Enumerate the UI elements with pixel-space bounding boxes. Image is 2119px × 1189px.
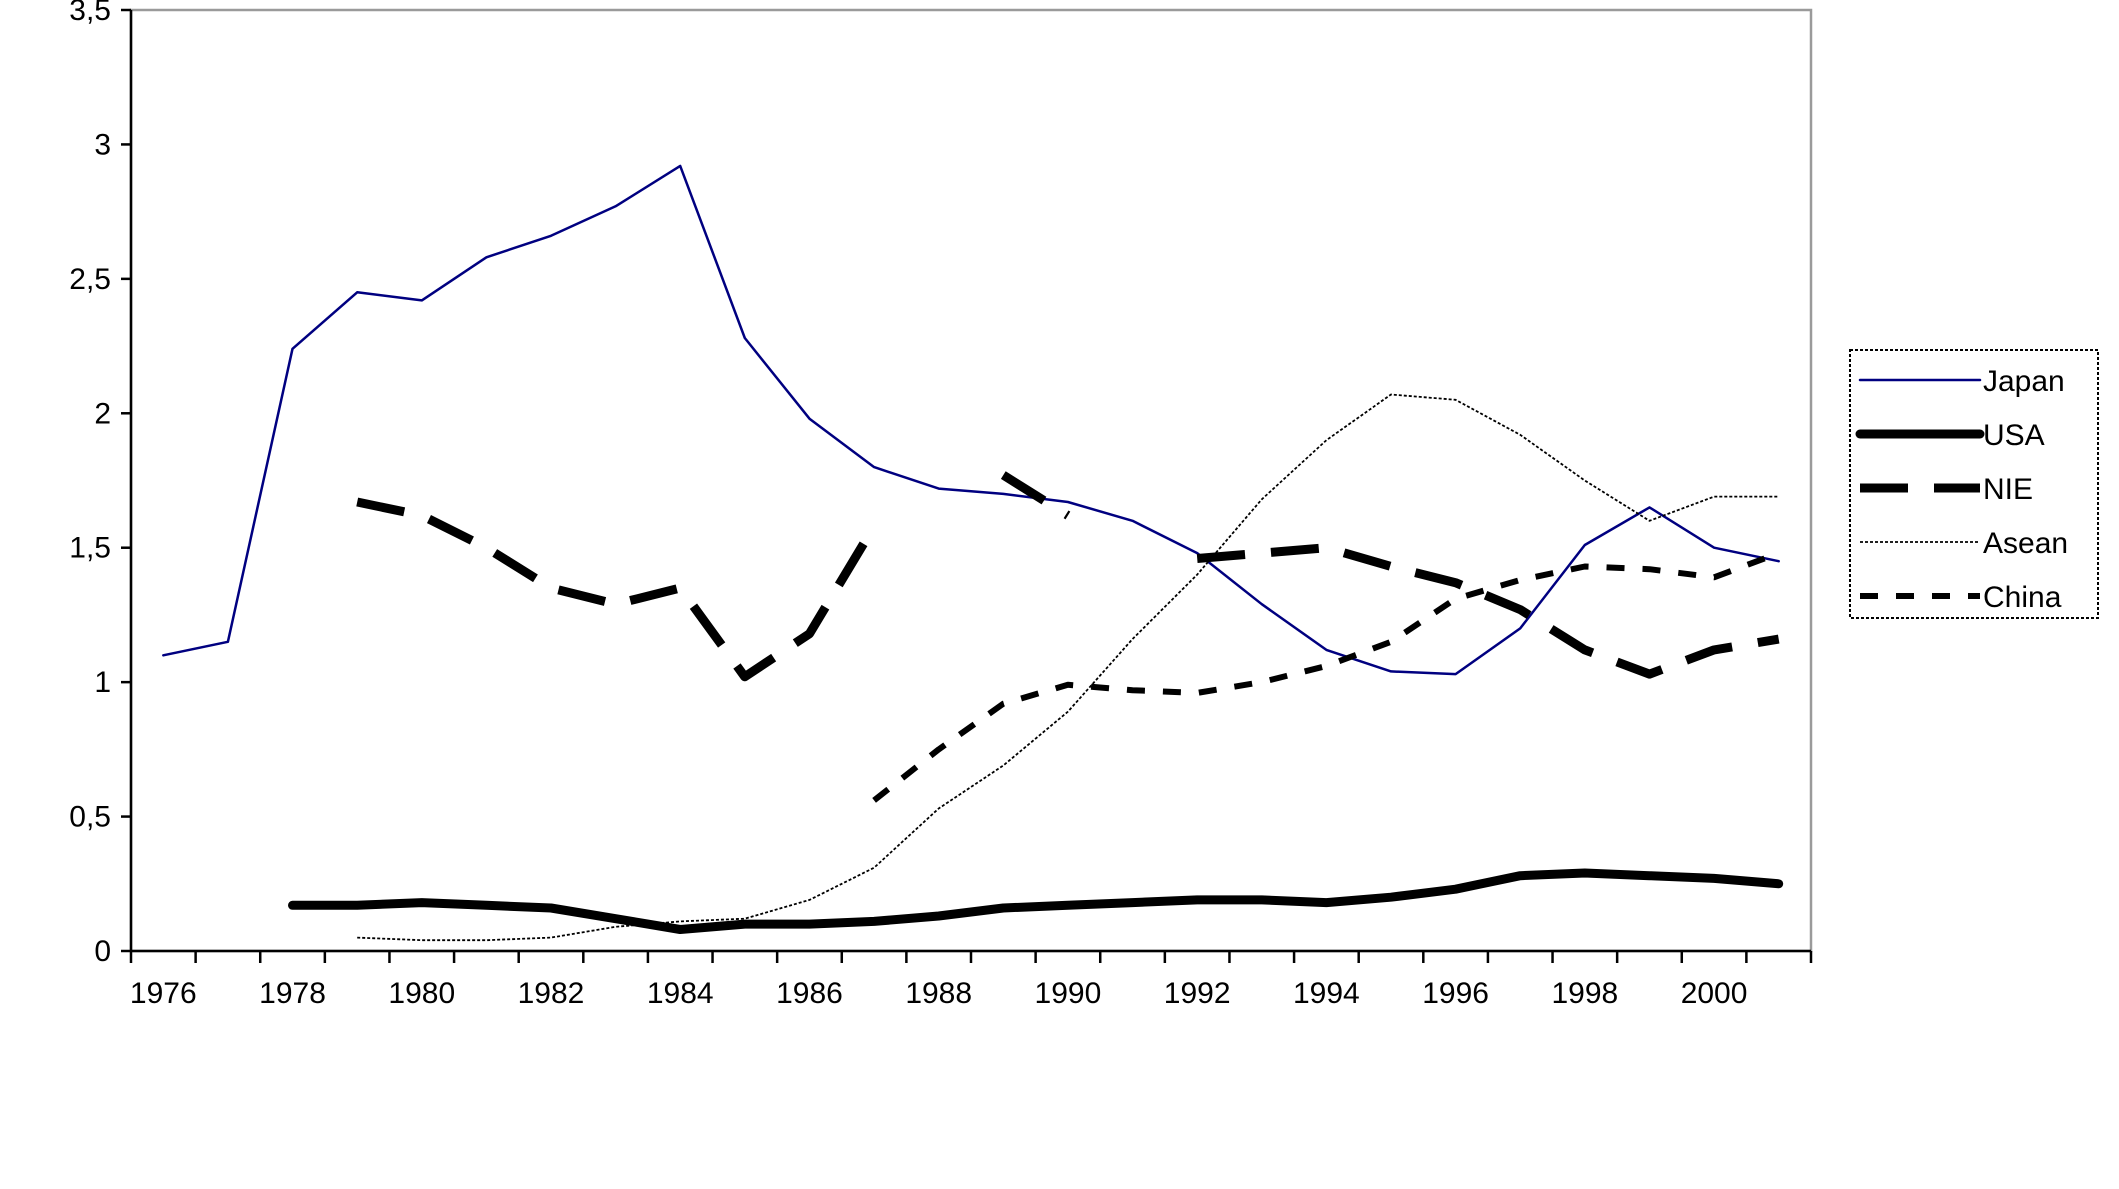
x-tick-label: 1976: [130, 977, 197, 1010]
x-tick-label: 1996: [1422, 977, 1489, 1010]
plot-area-border: [129, 8, 1813, 953]
legend-label: Asean: [1983, 527, 2068, 560]
legend-label: NIE: [1983, 473, 2033, 506]
series-asean-line: [357, 393, 1779, 942]
y-tick-label: 1,5: [69, 532, 111, 565]
series-path: [357, 393, 1779, 942]
series-path: [1196, 543, 1780, 679]
y-tick-label: 2: [94, 397, 111, 430]
y-tick-label: 0,5: [69, 801, 111, 834]
x-tick-label: 1998: [1551, 977, 1618, 1010]
x-tick-label: 2000: [1681, 977, 1748, 1010]
y-tick-label: 3,5: [69, 0, 111, 27]
x-tick-label: 1990: [1035, 977, 1102, 1010]
x-tick-label: 1988: [905, 977, 972, 1010]
legend-label: Japan: [1983, 365, 2065, 398]
series-china-line: [872, 550, 1780, 803]
x-tick-label: 1986: [776, 977, 843, 1010]
series-path: [872, 550, 1780, 803]
series-path: [288, 868, 1784, 934]
series-path: [162, 164, 1780, 676]
legend-item-nie: NIE: [1860, 473, 2033, 506]
series-nie-line: [356, 471, 1780, 682]
series-japan-line: [162, 164, 1780, 676]
y-tick-label: 3: [94, 128, 111, 161]
legend-item-usa: USA: [1855, 419, 2045, 452]
series-path: [356, 497, 878, 682]
legend-item-asean: Asean: [1860, 527, 2068, 560]
x-tick-label: 1984: [647, 977, 714, 1010]
x-tick-label: 1982: [518, 977, 585, 1010]
x-tick-label: 1978: [259, 977, 326, 1010]
y-tick-label: 0: [94, 935, 111, 968]
x-tick-label: 1992: [1164, 977, 1231, 1010]
y-tick-label: 1: [94, 666, 111, 699]
x-tick-label: 1994: [1293, 977, 1360, 1010]
y-tick-label: 2,5: [69, 263, 111, 296]
legend-label: China: [1983, 581, 2062, 614]
legend-item-japan: Japan: [1858, 365, 2065, 398]
legend-label: USA: [1983, 419, 2045, 452]
series-usa-line: [288, 868, 1784, 934]
x-tick-label: 1980: [388, 977, 455, 1010]
legend-item-china: China: [1860, 581, 2062, 614]
series-path: [1000, 471, 1071, 520]
